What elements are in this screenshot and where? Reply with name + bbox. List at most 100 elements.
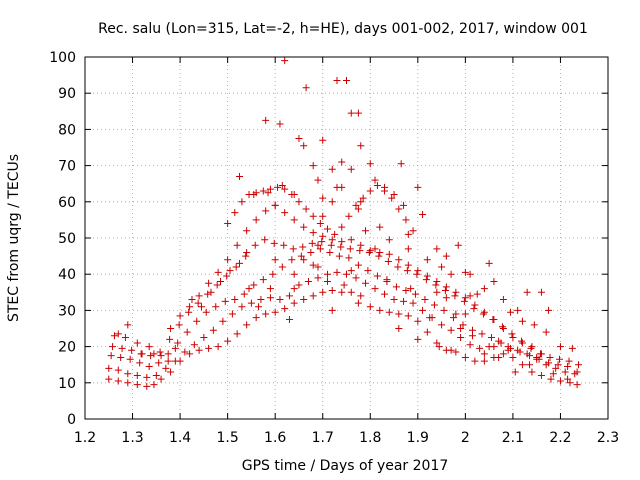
data-point <box>462 354 469 361</box>
data-point <box>432 282 439 289</box>
data-point <box>115 330 122 337</box>
data-point <box>348 236 355 243</box>
data-point <box>469 332 476 339</box>
data-point <box>367 187 374 194</box>
data-point <box>162 365 169 372</box>
data-point <box>231 209 238 216</box>
data-point <box>196 347 203 354</box>
y-tick-label: 90 <box>58 86 76 102</box>
data-point <box>398 160 405 167</box>
data-point <box>188 296 195 303</box>
data-point <box>219 318 226 325</box>
x-tick-label: 1.3 <box>121 430 143 446</box>
data-point <box>267 294 274 301</box>
data-point <box>462 311 469 318</box>
data-point <box>424 256 431 263</box>
data-point <box>281 209 288 216</box>
x-tick-label: 1.9 <box>407 430 429 446</box>
data-point <box>545 307 552 314</box>
data-point <box>238 303 245 310</box>
y-tick-label: 50 <box>58 231 76 247</box>
data-point <box>357 242 364 249</box>
data-point <box>407 285 414 292</box>
data-point <box>328 242 335 249</box>
data-point <box>280 242 287 249</box>
y-tick-label: 20 <box>58 340 76 356</box>
data-point <box>260 187 267 194</box>
data-point <box>210 327 217 334</box>
data-point <box>158 352 165 359</box>
data-point <box>367 160 374 167</box>
data-point <box>333 77 340 84</box>
data-point <box>324 225 331 232</box>
data-point <box>329 287 336 294</box>
data-point <box>467 292 474 299</box>
data-point <box>198 303 205 310</box>
data-point <box>527 345 534 352</box>
data-point <box>338 184 345 191</box>
data-point <box>253 216 260 223</box>
data-point <box>233 263 240 270</box>
data-point <box>288 256 295 263</box>
data-point <box>319 233 326 240</box>
data-point <box>281 305 288 312</box>
data-point <box>115 367 122 374</box>
data-point <box>276 296 283 303</box>
data-point <box>257 296 264 303</box>
data-point <box>479 330 486 337</box>
data-point <box>341 282 348 289</box>
data-point <box>500 325 507 332</box>
data-point <box>424 329 431 336</box>
data-point <box>177 312 184 319</box>
data-point <box>167 325 174 332</box>
data-point <box>400 298 407 305</box>
data-point <box>366 249 373 256</box>
data-point <box>481 358 488 365</box>
data-point <box>448 271 455 278</box>
data-point <box>336 253 343 260</box>
data-point <box>481 350 488 357</box>
data-point <box>204 291 211 298</box>
data-point <box>276 120 283 127</box>
data-point <box>519 339 526 346</box>
data-point <box>557 343 564 350</box>
y-tick-label: 30 <box>58 303 76 319</box>
data-point <box>281 57 288 64</box>
data-point <box>269 271 276 278</box>
data-point <box>108 352 115 359</box>
data-point <box>467 271 474 278</box>
data-point <box>355 262 362 269</box>
y-tick-label: 10 <box>58 376 76 392</box>
data-point <box>448 347 455 354</box>
data-point <box>394 263 401 270</box>
data-point <box>165 350 172 357</box>
data-point <box>395 325 402 332</box>
data-point <box>146 363 153 370</box>
data-point <box>455 242 462 249</box>
data-point <box>347 245 354 252</box>
data-point <box>362 280 369 287</box>
data-point <box>343 77 350 84</box>
data-point <box>419 211 426 218</box>
data-point <box>383 276 390 283</box>
data-point <box>215 269 222 276</box>
data-point <box>300 296 307 303</box>
data-point <box>518 338 525 345</box>
data-point <box>546 354 553 361</box>
data-point <box>471 358 478 365</box>
data-point <box>224 256 231 263</box>
data-point <box>291 271 298 278</box>
data-point <box>440 307 447 314</box>
data-point <box>303 84 310 91</box>
data-point <box>508 330 515 337</box>
data-point <box>124 379 131 386</box>
data-point <box>386 236 393 243</box>
data-point <box>566 358 573 365</box>
data-point <box>305 278 312 285</box>
data-point <box>421 296 428 303</box>
data-point <box>186 350 193 357</box>
x-tick-label: 2.3 <box>597 430 619 446</box>
data-point <box>262 117 269 124</box>
data-point <box>119 345 126 352</box>
data-point <box>524 289 531 296</box>
